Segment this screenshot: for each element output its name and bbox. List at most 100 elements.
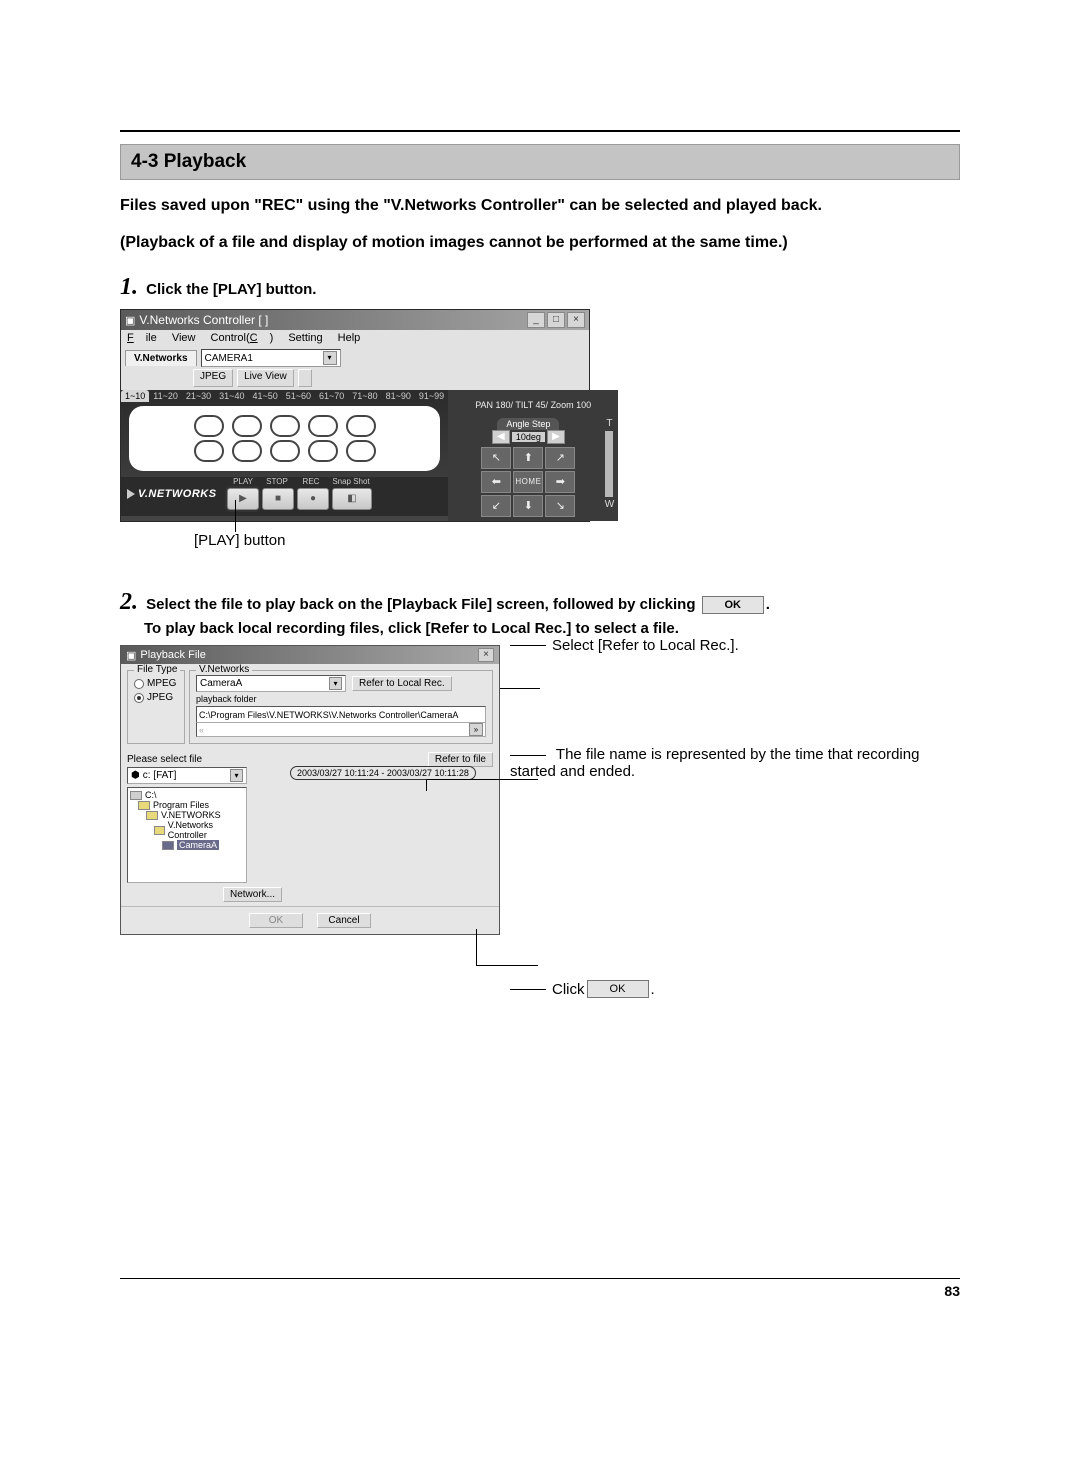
step-2-number: 2. [120,589,138,615]
angle-step-dec-button[interactable]: ◀ [492,430,510,444]
ptz-home-button[interactable]: HOME [513,471,543,493]
cam-6-button[interactable]: 6 [194,440,224,462]
rec-button[interactable]: ● [297,488,329,510]
jpeg-radio[interactable]: JPEG [134,692,178,703]
ptz-left-button[interactable]: ⬅ [481,471,511,493]
jpeg-button[interactable]: JPEG [193,369,233,387]
minimize-button[interactable]: _ [527,312,545,328]
video-preview-area: 1~10 11~20 21~30 31~40 41~50 51~60 61~70… [121,390,448,521]
ptz-downleft-button[interactable]: ↙ [481,495,511,517]
cam-4-button[interactable]: 4 [308,415,338,437]
dialog-titlebar: ▣ Playback File × [121,646,499,664]
range-tab-4[interactable]: 31~40 [215,390,248,402]
step-2: 2. Select the file to play back on the [… [120,589,960,616]
ptz-upright-button[interactable]: ↗ [545,447,575,469]
range-tab-2[interactable]: 11~20 [149,390,182,402]
logo-triangle-icon [127,489,135,499]
liveview-button[interactable]: Live View [237,369,294,387]
folder-tree[interactable]: C:\ Program Files V.NETWORKS V.Networks … [127,787,247,883]
range-tab-6[interactable]: 51~60 [282,390,315,402]
cam-9-button[interactable]: 9 [308,440,338,462]
folder-icon [146,811,158,820]
cam-5-button[interactable]: 5 [346,415,376,437]
top-rule [120,130,960,132]
recording-file-entry[interactable]: 2003/03/27 10:11:24 - 2003/03/27 10:11:2… [290,766,476,780]
cam-1-button[interactable]: 1 [194,415,224,437]
vnetworks-fieldset: V.Networks CameraA ▾ Refer to Local Rec.… [189,670,493,744]
range-tab-9[interactable]: 81~90 [382,390,415,402]
dialog-close-button[interactable]: × [478,648,494,662]
zoom-slider[interactable] [605,431,613,497]
refer-local-rec-button[interactable]: Refer to Local Rec. [352,676,452,691]
dialog-cancel-button[interactable]: Cancel [317,913,371,928]
refer-to-file-button[interactable]: Refer to file [428,752,493,767]
ptz-arrow-grid: ↖ ⬆ ↗ ⬅ HOME ➡ ↙ ⬇ ↘ [452,447,605,517]
range-tab-5[interactable]: 41~50 [248,390,281,402]
folder-icon [162,841,174,850]
ptz-up-button[interactable]: ⬆ [513,447,543,469]
menu-control[interactable]: Control(C) [211,332,274,344]
range-tab-1[interactable]: 1~10 [121,390,149,402]
angle-step-label: Angle Step [497,418,559,430]
dropdown-arrow-icon: ▾ [329,677,342,690]
playback-controls-row: V.NETWORKS PLAY STOP REC Snap Shot ▶ ■ ●… [121,477,448,516]
menu-file[interactable]: File [127,332,157,344]
vnetworks-tab[interactable]: V.Networks [125,350,197,366]
maximize-button[interactable]: □ [547,312,565,328]
radio-icon [134,693,144,703]
section-number: 4-3 [131,151,158,172]
camera-numpad: 1 2 3 4 5 6 7 8 9 10 [129,406,440,471]
vnetworks-controller-window: ▣ V.Networks Controller [ ] _ □ × File V… [120,309,590,522]
playback-buttons-group: PLAY STOP REC Snap Shot ▶ ■ ● ◧ [227,477,373,510]
dropdown-arrow-icon: ▾ [230,769,243,782]
close-button[interactable]: × [567,312,585,328]
play-button[interactable]: ▶ [227,488,259,510]
mpeg-radio[interactable]: MPEG [134,678,178,689]
ok-button-graphic: OK [587,980,649,998]
zoom-tele-label: T [606,418,612,429]
tab-row-2: JPEG Live View [121,367,589,390]
range-tab-10[interactable]: 91~99 [415,390,448,402]
dialog-app-icon: ▣ [126,649,136,662]
dialog-footer: OK Cancel [121,906,499,934]
angle-step-inc-button[interactable]: ▶ [547,430,565,444]
ptz-down-button[interactable]: ⬇ [513,495,543,517]
step-1-text: Click the [PLAY] button. [146,281,316,298]
step-2-period: . [766,596,770,613]
menu-setting[interactable]: Setting [288,332,322,344]
bottom-rule [120,1278,960,1279]
path-scrollbar[interactable]: « » [196,723,486,737]
menu-view[interactable]: View [172,332,196,344]
camera-dropdown[interactable]: CAMERA1 ▾ [201,349,341,367]
window-titlebar: ▣ V.Networks Controller [ ] _ □ × [121,310,589,330]
ptz-downright-button[interactable]: ↘ [545,495,575,517]
step-2-text-a: Select the file to play back on the [Pla… [146,596,695,613]
dropdown-arrow-icon: ▾ [323,351,337,365]
network-button[interactable]: Network... [223,887,282,902]
playback-folder-label: playback folder [196,694,486,704]
range-tab-8[interactable]: 71~80 [348,390,381,402]
cam-7-button[interactable]: 7 [232,440,262,462]
intro-line-2: (Playback of a file and display of motio… [120,231,960,254]
stop-button[interactable]: ■ [262,488,294,510]
cam-2-button[interactable]: 2 [232,415,262,437]
menu-help[interactable]: Help [338,332,361,344]
range-tab-7[interactable]: 61~70 [315,390,348,402]
menu-bar: File View Control(C) Setting Help [121,330,589,346]
expand-button[interactable] [298,369,312,387]
ptz-right-button[interactable]: ➡ [545,471,575,493]
file-type-fieldset: File Type MPEG JPEG [127,670,185,744]
step-2-text-b: To play back local recording files, clic… [120,620,960,637]
camera-select[interactable]: CameraA ▾ [196,675,346,692]
playback-file-dialog: ▣ Playback File × File Type MPEG JPEG [120,645,500,935]
cam-3-button[interactable]: 3 [270,415,300,437]
ptz-upleft-button[interactable]: ↖ [481,447,511,469]
cam-10-button[interactable]: 10 [346,440,376,462]
range-tab-3[interactable]: 21~30 [182,390,215,402]
dialog-ok-button[interactable]: OK [249,913,303,928]
drive-select[interactable]: ⬢ c: [FAT] ▾ [127,767,247,784]
snapshot-button[interactable]: ◧ [332,488,372,510]
cam-8-button[interactable]: 8 [270,440,300,462]
dialog-title: Playback File [140,649,205,661]
camera-range-tabs: 1~10 11~20 21~30 31~40 41~50 51~60 61~70… [121,390,448,402]
